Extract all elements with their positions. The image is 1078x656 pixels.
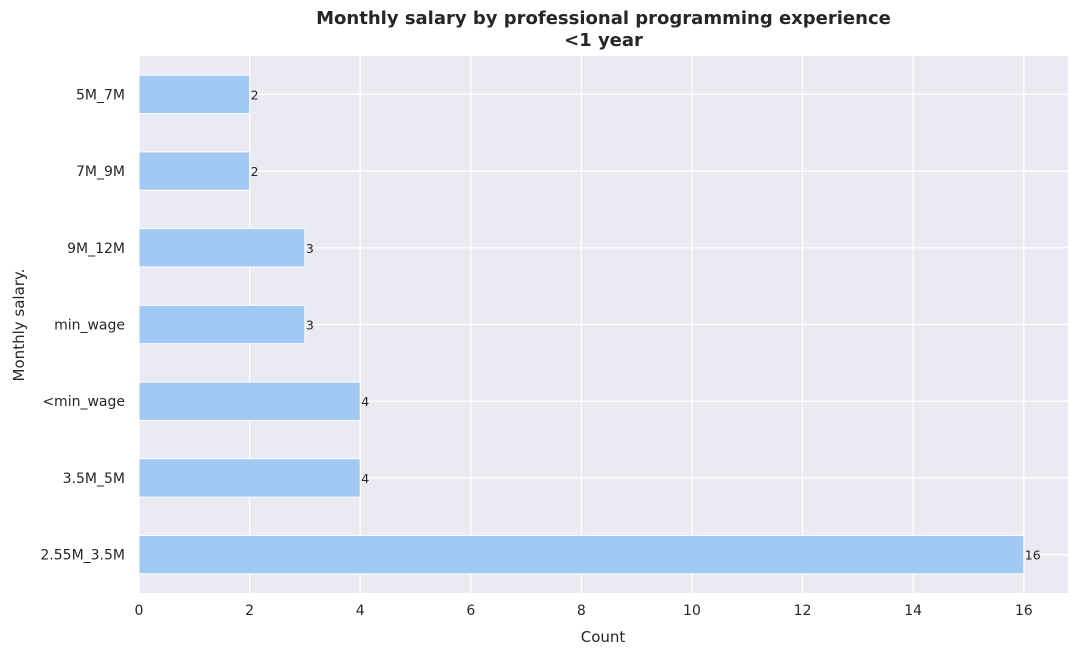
y-tick-label: 7M_9M [76,164,125,180]
x-axis-label: Count [581,628,626,646]
x-tick-label: 0 [135,603,144,619]
x-tick-labels: 0 2 4 6 8 10 12 14 16 [135,603,1033,619]
bar [138,534,1025,575]
y-tick-label: 3.5M_5M [63,471,125,487]
data-label: 4 [361,471,369,486]
chart-title: Monthly salary by professional programmi… [139,8,1068,52]
y-tick-labels: 5M_7M 7M_9M 9M_12M min_wage <min_wage 3.5M_5M… [40,87,125,563]
y-tick-label: min_wage [54,318,125,334]
x-tick-label: 8 [577,603,586,619]
data-label: 2 [251,87,259,102]
data-label: 2 [251,164,259,179]
y-tick-label: 2.55M_3.5M [40,548,125,564]
bar [138,304,306,345]
x-tick-label: 12 [794,603,812,619]
data-label: 3 [306,241,314,256]
x-tick-label: 6 [466,603,475,619]
y-axis-label: Monthly salary. [10,269,28,382]
x-tick-label: 2 [245,603,254,619]
data-label: 3 [306,318,314,333]
bars [138,74,1025,575]
data-label: 16 [1025,548,1041,563]
y-tick-label: 9M_12M [67,241,125,257]
y-tick-label: <min_wage [42,394,125,410]
bar [138,458,361,498]
bar [138,74,251,115]
bar [138,381,361,421]
x-tick-label: 10 [683,603,701,619]
x-tick-label: 14 [904,603,922,619]
chart-subtitle: <1 year [564,30,643,51]
y-tick-label: 5M_7M [76,87,125,103]
data-label: 4 [361,394,369,409]
x-tick-label: 4 [356,603,365,619]
bar [138,228,306,268]
chart-title-main: Monthly salary by professional programmi… [316,8,891,29]
x-tick-label: 16 [1015,603,1033,619]
data-labels: 2 2 3 3 4 4 16 [251,87,1041,562]
bar [138,151,251,191]
